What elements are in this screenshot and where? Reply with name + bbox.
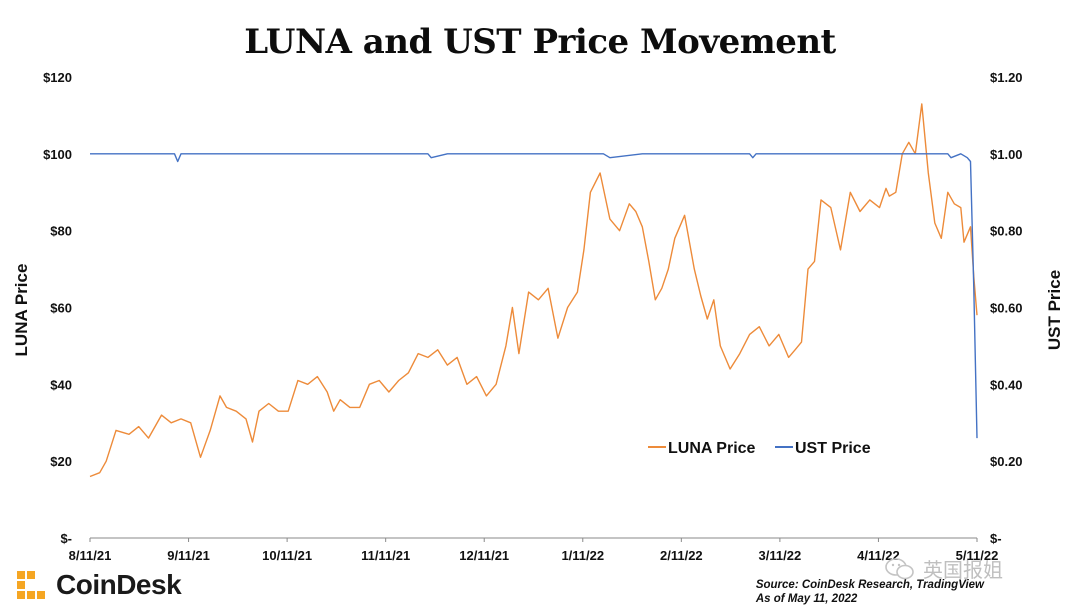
legend: LUNA Price UST Price — [648, 440, 871, 457]
watermark-text: 英国报姐 — [923, 560, 1003, 582]
watermark: 英国报姐 — [885, 554, 1003, 583]
legend-label: UST Price — [795, 440, 871, 457]
y-tick-label-left: $40 — [50, 377, 72, 392]
y-tick-label-right: $- — [990, 531, 1002, 546]
x-tick-label: 12/11/21 — [459, 548, 509, 563]
x-tick-label: 3/11/22 — [759, 548, 802, 563]
x-tick-label: 2/11/22 — [660, 548, 703, 563]
series-line-luna-price — [89, 103, 978, 478]
y-tick-label-right: $0.60 — [990, 301, 1023, 316]
y-tick-label-left: $100 — [43, 147, 72, 162]
coindesk-logo-icon — [17, 571, 45, 599]
brand-name: CoinDesk — [56, 569, 182, 600]
x-tick-label: 4/11/22 — [857, 548, 900, 563]
y-tick-label-left: $120 — [43, 70, 72, 85]
source-note: Source: CoinDesk Research, TradingView A… — [756, 578, 984, 606]
series-line-ust-price — [90, 153, 978, 439]
y-tick-label-left: $80 — [50, 224, 72, 239]
x-tick-label: 1/11/22 — [561, 548, 604, 563]
x-tick-label: 10/11/21 — [262, 548, 312, 563]
x-tick-label: 8/11/21 — [69, 548, 112, 563]
y-tick-label-right: $0.40 — [990, 377, 1023, 392]
y-tick-label-right: $1.20 — [990, 70, 1023, 85]
legend-label: LUNA Price — [668, 440, 756, 457]
y-tick-label-left: $20 — [50, 454, 72, 469]
y-axis-label-right: UST Price — [1045, 269, 1064, 351]
wechat-icon — [885, 557, 914, 579]
chart-title: LUNA and UST Price Movement — [244, 22, 836, 62]
x-tick-label: 9/11/21 — [167, 548, 210, 563]
x-tick-label: 11/11/21 — [361, 548, 410, 563]
coindesk-logo: CoinDesk — [14, 568, 182, 602]
as-of-line: As of May 11, 2022 — [755, 593, 858, 605]
y-tick-label-right: $1.00 — [990, 147, 1023, 162]
x-tick-label: 5/11/22 — [956, 548, 999, 563]
y-axis-label-left: LUNA Price — [12, 263, 31, 357]
source-line: Source: CoinDesk Research, TradingView — [755, 579, 984, 591]
series-layer — [89, 103, 978, 478]
y-tick-label-right: $0.20 — [990, 454, 1023, 469]
y-tick-label-left: $- — [60, 531, 72, 546]
y-tick-label-right: $0.80 — [990, 224, 1023, 239]
axes: $- $20 $40 $60 $80 $100 $120 $- $0.20 $0.40 $0.60 $… — [43, 70, 1022, 563]
y-tick-label-left: $60 — [50, 301, 72, 316]
